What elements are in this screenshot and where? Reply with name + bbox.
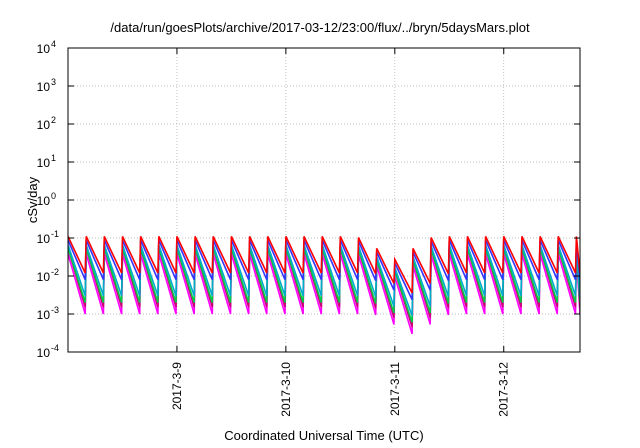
chart-title: /data/run/goesPlots/archive/2017-03-12/2…: [110, 20, 530, 35]
y-tick-label-exponent: 4: [51, 39, 56, 49]
y-tick-label-exponent: 3: [51, 77, 56, 87]
y-tick-label: 10: [37, 194, 51, 208]
y-tick-label: 10: [37, 42, 51, 56]
y-tick-label-exponent: 1: [51, 153, 56, 163]
y-tick-label: 10: [37, 270, 51, 284]
series-line-5: [68, 236, 580, 294]
y-tick-label: 10: [37, 156, 51, 170]
x-tick-label: 2017-3-11: [388, 362, 402, 416]
x-tick-label: 2017-3-12: [497, 362, 511, 417]
y-tick-label: 10: [37, 118, 51, 132]
x-tick-label: 2017-3-9: [170, 362, 184, 410]
y-tick-label-exponent: -2: [51, 267, 59, 277]
y-tick-label: 10: [37, 346, 51, 360]
y-tick-label: 10: [37, 308, 51, 322]
y-tick-label-exponent: 0: [51, 191, 56, 201]
y-tick-label: 10: [37, 232, 51, 246]
y-tick-label: 10: [37, 80, 51, 94]
y-axis-title: cSv/day: [25, 176, 40, 223]
y-tick-label-exponent: -4: [51, 343, 59, 353]
y-tick-label-exponent: -1: [51, 229, 59, 239]
y-tick-label-exponent: -3: [51, 305, 59, 315]
y-tick-label-exponent: 2: [51, 115, 56, 125]
x-axis-title: Coordinated Universal Time (UTC): [224, 428, 424, 443]
x-tick-label: 2017-3-10: [279, 362, 293, 417]
